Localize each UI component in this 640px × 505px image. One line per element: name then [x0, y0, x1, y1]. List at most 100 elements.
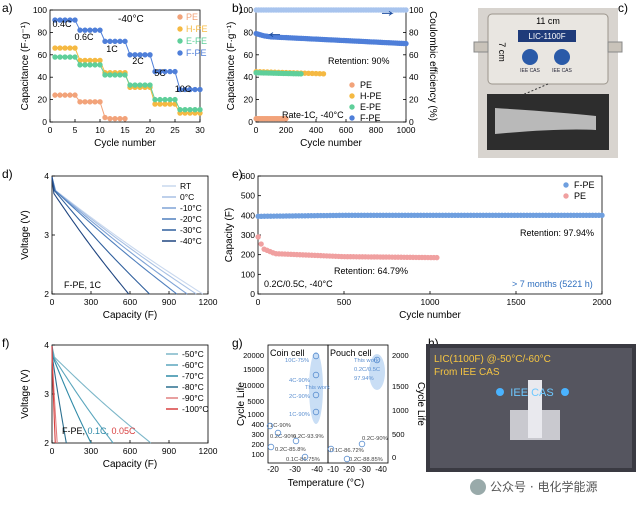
data-point — [57, 54, 63, 60]
pouch-cell-frame — [327, 344, 389, 464]
x-tick-label: 1000 — [421, 297, 440, 307]
y-tick-label: 80 — [38, 27, 48, 37]
panel-label: h) — [428, 336, 439, 350]
data-point-dot — [92, 62, 98, 68]
data-point-dot — [152, 101, 158, 107]
data-point — [77, 62, 83, 68]
y-tick-label: 500 — [241, 191, 255, 201]
data-point — [283, 115, 289, 122]
y-tick-label: 300 — [251, 430, 264, 439]
this-work-highlight-pouch — [369, 354, 385, 390]
data-point — [67, 54, 73, 60]
data-point-dot — [403, 40, 409, 47]
data-point — [102, 114, 108, 121]
data-label: 0.2C-88.85% — [349, 457, 383, 463]
x-tick-label: -30 — [289, 465, 301, 474]
data-point — [403, 40, 409, 47]
coin-cell-title: Coin cell — [270, 348, 305, 358]
data-label: 0.2C/0.5C — [354, 367, 380, 373]
data-point-dot — [187, 106, 193, 113]
data-point — [122, 38, 128, 45]
data-point — [167, 96, 173, 103]
x-tick-label: 0 — [48, 125, 53, 135]
y2-tick-label: 0 — [409, 117, 414, 127]
y-tick-label: 600 — [241, 171, 255, 181]
data-point — [152, 96, 158, 103]
data-label: 0.1C-86.75% — [286, 457, 320, 463]
y-tick-label: 2 — [44, 289, 49, 299]
y-tick-label: 0 — [42, 117, 47, 127]
data-point-dot — [97, 62, 103, 68]
legend-label: H-PE — [360, 91, 382, 101]
width-label: 11 cm — [536, 16, 560, 26]
x-tick-label: -40 — [311, 465, 323, 474]
legend-label: E-PE — [186, 36, 207, 46]
panel-label: f) — [2, 336, 9, 350]
data-point-dot — [67, 54, 73, 60]
data-point-dot — [72, 45, 78, 51]
data-label: This work — [354, 358, 379, 364]
legend-label: -80°C — [182, 382, 204, 392]
data-point — [77, 99, 83, 105]
axes-a: 0 5 10 15 20 25 30 0 20 40 60 80 100 Cycle number Capa… — [20, 5, 208, 149]
y-axis-label: Capacitance (F·g⁻¹) — [226, 22, 237, 111]
panel-label: b) — [232, 1, 243, 15]
data-label: 0.2C-93.9% — [293, 434, 324, 440]
data-point — [112, 72, 118, 78]
data-point-dot — [320, 71, 327, 77]
annotation: F-PE, 1C — [64, 280, 102, 290]
data-point — [72, 92, 78, 98]
data-point — [182, 106, 188, 113]
data-point-dot — [62, 45, 68, 51]
data-point — [92, 99, 98, 105]
data-point-dot — [132, 82, 138, 88]
legend-marker-dot — [349, 93, 355, 99]
y-axis-label: Voltage (V) — [20, 210, 31, 259]
x-tick-label: 600 — [123, 297, 137, 307]
plot-frame-b — [255, 9, 407, 123]
data-point-dot — [117, 72, 123, 78]
y-tick-label: 100 — [33, 5, 47, 15]
x-tick-label: 1200 — [199, 446, 218, 456]
data-point-dot — [107, 115, 113, 122]
x-tick-label: 800 — [369, 125, 383, 135]
annotation-part: 0.05C — [112, 426, 137, 436]
legend-marker-dot — [177, 14, 183, 20]
data-point — [82, 99, 88, 105]
series-group-f — [51, 345, 152, 444]
legend-label: F-PE — [360, 113, 381, 123]
series-line--40°C — [51, 177, 130, 295]
x-tick-label: -10 — [327, 465, 339, 474]
data-point-dot — [97, 27, 103, 33]
data-point-dot — [182, 106, 188, 113]
data-point-dot — [122, 38, 128, 45]
data-point-dot — [167, 68, 173, 75]
data-point-dot — [57, 92, 63, 98]
x-tick-label: 2000 — [593, 297, 612, 307]
rate-label: 1C — [106, 44, 118, 54]
data-point-dot — [137, 82, 143, 88]
series-PE — [253, 115, 289, 122]
legend-marker — [349, 93, 355, 99]
data-point — [67, 92, 73, 98]
y2-tick-label: 40 — [409, 72, 419, 82]
x-tick-label: 1200 — [199, 297, 218, 307]
legend-label: -70°C — [182, 371, 204, 381]
wechat-icon — [470, 478, 486, 495]
axes-f: 0 300 600 900 1200 2 3 4 Capacity (F) Voltage (V)… — [20, 340, 218, 470]
y-tick-label: 4 — [44, 340, 49, 350]
data-point — [192, 86, 198, 93]
data-point — [117, 115, 123, 122]
data-point-dot — [87, 99, 93, 105]
data-point — [266, 422, 274, 430]
x-tick-label: 200 — [279, 125, 293, 135]
y-tick-label: 400 — [251, 420, 264, 429]
logo-right-icon — [554, 49, 570, 65]
series-line--20°C — [51, 177, 178, 295]
x-tick-label: 0 — [50, 446, 55, 456]
data-point — [162, 101, 168, 107]
x-tick-label: 0 — [50, 297, 55, 307]
data-point — [107, 115, 113, 122]
legend-label: -90°C — [182, 393, 204, 403]
